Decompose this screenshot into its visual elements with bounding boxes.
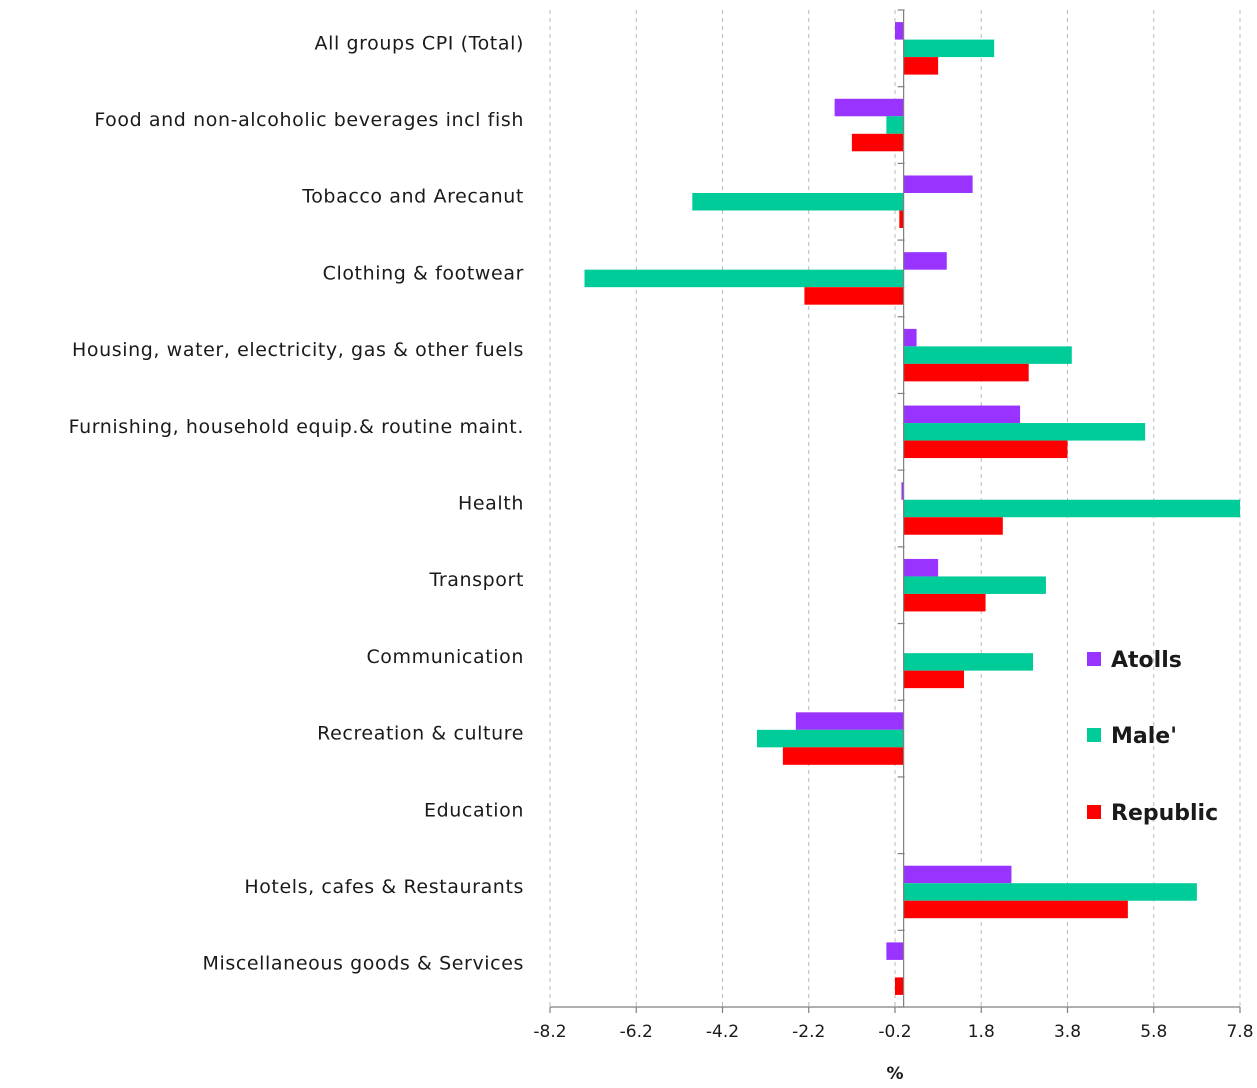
bar bbox=[804, 287, 904, 305]
bar bbox=[903, 175, 973, 193]
category-label: Communication bbox=[366, 646, 524, 668]
legend-swatch bbox=[1087, 805, 1101, 819]
x-tick-label: 5.8 bbox=[1140, 1022, 1167, 1042]
category-label: All groups CPI (Total) bbox=[315, 32, 524, 54]
category-label: Housing, water, electricity, gas & other… bbox=[72, 339, 524, 361]
legend-label: Atolls bbox=[1111, 648, 1182, 673]
bar bbox=[903, 670, 964, 689]
bar bbox=[903, 423, 1146, 441]
bar bbox=[903, 39, 995, 58]
category-label: Recreation & culture bbox=[317, 723, 524, 745]
bar bbox=[692, 192, 904, 211]
bar bbox=[895, 977, 904, 995]
x-tick-label: -6.2 bbox=[620, 1022, 653, 1042]
bar bbox=[903, 653, 1033, 671]
bar bbox=[899, 210, 904, 228]
category-label: Education bbox=[424, 799, 524, 821]
bar bbox=[903, 865, 1012, 884]
bar bbox=[903, 517, 1003, 535]
category-label: Miscellaneous goods & Services bbox=[202, 953, 524, 975]
x-tick-label: 7.8 bbox=[1226, 1022, 1253, 1042]
bar bbox=[834, 98, 904, 117]
bar bbox=[903, 363, 1029, 382]
category-label: Clothing & footwear bbox=[323, 262, 524, 284]
bar bbox=[903, 593, 986, 612]
bar bbox=[903, 346, 1072, 364]
legend-swatch bbox=[1087, 652, 1101, 666]
bar bbox=[795, 712, 904, 730]
bar bbox=[895, 22, 904, 40]
category-label: Hotels, cafes & Restaurants bbox=[244, 876, 524, 898]
x-tick-label: -4.2 bbox=[706, 1022, 739, 1042]
bar bbox=[903, 57, 939, 75]
bar bbox=[903, 405, 1021, 424]
legend-label: Republic bbox=[1111, 801, 1218, 826]
bar bbox=[903, 499, 1240, 518]
category-label: Transport bbox=[428, 569, 524, 591]
bar bbox=[901, 482, 904, 500]
bar bbox=[903, 883, 1197, 901]
bar bbox=[782, 747, 904, 765]
x-tick-label: -2.2 bbox=[792, 1022, 825, 1042]
bar bbox=[757, 729, 904, 748]
category-label: Health bbox=[458, 493, 524, 515]
category-label: Food and non-alcoholic beverages incl fi… bbox=[94, 109, 524, 131]
bar bbox=[903, 576, 1046, 594]
legend-label: Male' bbox=[1111, 724, 1177, 749]
category-label: Tobacco and Arecanut bbox=[301, 186, 524, 208]
x-tick-label: 3.8 bbox=[1054, 1022, 1081, 1042]
x-axis-title: % bbox=[886, 1064, 903, 1084]
bar bbox=[851, 133, 904, 152]
bar bbox=[886, 116, 904, 134]
bar bbox=[903, 900, 1128, 919]
bar bbox=[903, 328, 917, 347]
x-tick-label: 1.8 bbox=[968, 1022, 995, 1042]
legend-swatch bbox=[1087, 728, 1101, 742]
bar bbox=[903, 252, 947, 270]
x-tick-label: -0.2 bbox=[878, 1022, 911, 1042]
category-label: Furnishing, household equip.& routine ma… bbox=[69, 416, 524, 438]
x-tick-label: -8.2 bbox=[533, 1022, 566, 1042]
bar bbox=[903, 440, 1068, 459]
bar bbox=[886, 942, 904, 960]
bar bbox=[584, 269, 904, 288]
bar bbox=[903, 558, 939, 577]
